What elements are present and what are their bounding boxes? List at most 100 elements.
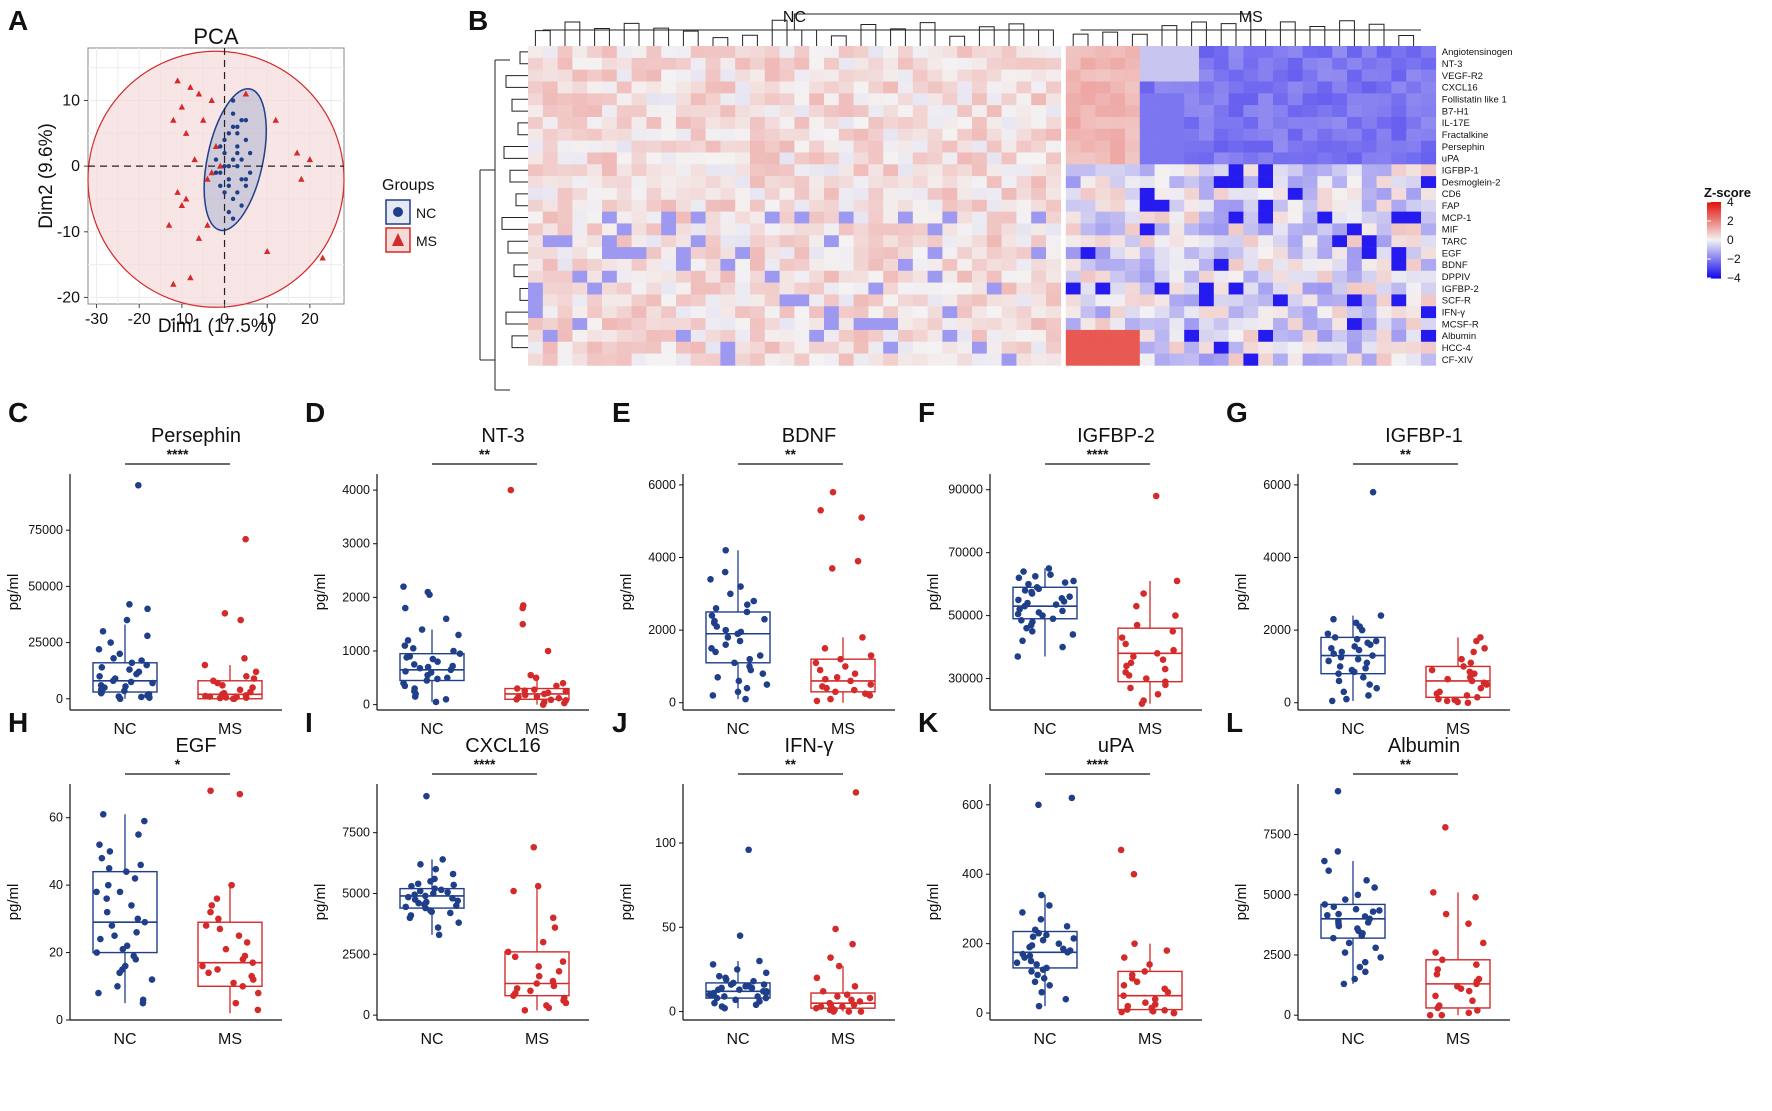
heatmap-cell [557, 93, 573, 106]
heatmap-cell [1001, 223, 1017, 236]
data-point [123, 868, 130, 875]
heatmap-cell [912, 329, 928, 343]
heatmap-cell [735, 329, 751, 343]
heatmap-cell [779, 235, 795, 248]
heatmap-cell [972, 152, 988, 165]
data-point [123, 616, 131, 624]
heatmap-cell [779, 176, 795, 189]
heatmap-cell [1125, 69, 1141, 82]
heatmap-cell [1273, 341, 1289, 354]
ms-box [810, 488, 876, 705]
data-point [428, 908, 436, 916]
data-point [1363, 659, 1371, 667]
heatmap-cell [1139, 176, 1155, 189]
heatmap-cell [1406, 223, 1422, 236]
heatmap-cell [1287, 270, 1303, 283]
x-tick-label: NC [113, 1031, 136, 1048]
data-point [858, 514, 865, 521]
y-tick-label: 2500 [1263, 948, 1291, 962]
data-point [1020, 568, 1027, 575]
heatmap-cell [1421, 223, 1437, 236]
heatmap-cell [602, 353, 618, 366]
data-point [1473, 961, 1480, 968]
significance-label: ** [785, 446, 796, 462]
heatmap-cell [1243, 46, 1259, 59]
heatmap-cell [838, 247, 854, 260]
zscore-legend-step [1707, 255, 1721, 258]
heatmap-cell [646, 258, 662, 272]
heatmap-cell [616, 199, 632, 212]
data-point [813, 697, 821, 705]
heatmap-cell [1184, 306, 1200, 319]
data-point [243, 939, 251, 946]
y-axis-label: pg/ml [618, 884, 635, 921]
heatmap-row [528, 247, 1437, 260]
heatmap-cell [1080, 258, 1096, 272]
heatmap-cell [676, 294, 692, 307]
heatmap-cell [927, 105, 943, 118]
heatmap-cell [779, 105, 795, 118]
heatmap-cell [809, 57, 825, 70]
heatmap-row-label: MIF [1442, 225, 1459, 236]
dendrogram-branch [511, 98, 528, 112]
heatmap-cell [1406, 69, 1422, 82]
heatmap-cell [1213, 152, 1229, 165]
heatmap-cell [572, 341, 588, 354]
heatmap-cell [690, 93, 706, 106]
heatmap-cell [927, 270, 943, 283]
data-point [411, 693, 419, 700]
data-point [1027, 957, 1035, 965]
data-point [1358, 932, 1366, 940]
heatmap-cell [646, 247, 662, 260]
heatmap-cell [957, 152, 973, 165]
heatmap-cell [1016, 306, 1032, 319]
heatmap-cell [957, 247, 973, 260]
data-point [241, 655, 248, 662]
heatmap-cell [1302, 176, 1318, 189]
data-point [1123, 1006, 1131, 1013]
heatmap-cell [883, 353, 899, 366]
heatmap-cell [1287, 353, 1303, 366]
heatmap-cell [898, 93, 914, 106]
heatmap-cell [750, 105, 766, 118]
nc-point [239, 203, 244, 208]
data-point [1330, 903, 1338, 911]
heatmap-cell [868, 140, 884, 153]
heatmap-cell [587, 318, 603, 331]
data-point [562, 999, 570, 1007]
heatmap-row [528, 329, 1437, 343]
heatmap-cell [1258, 329, 1274, 343]
heatmap-cell [1199, 140, 1215, 153]
heatmap-cell [838, 341, 854, 354]
heatmap-cell [1213, 164, 1229, 177]
data-point [435, 931, 443, 939]
heatmap-cell [720, 306, 736, 319]
heatmap-cell [927, 211, 943, 224]
heatmap-cell [542, 329, 558, 343]
data-point [1052, 601, 1060, 608]
heatmap-cell [720, 282, 736, 295]
heatmap-cell [1332, 329, 1348, 343]
heatmap-cell [1258, 353, 1274, 366]
data-point [867, 681, 875, 688]
heatmap-cell [1154, 282, 1170, 295]
heatmap-cell [1258, 270, 1274, 283]
data-point [727, 981, 735, 988]
data-point [138, 693, 145, 701]
heatmap-row [528, 294, 1437, 307]
heatmap-cell [528, 93, 544, 106]
heatmap-cell [1184, 294, 1200, 307]
heatmap-cell [794, 187, 810, 201]
heatmap-cell [853, 69, 869, 82]
heatmap-cell [779, 353, 795, 366]
data-point [1470, 648, 1477, 656]
heatmap-cell [838, 329, 854, 343]
dendrogram-branch [1250, 29, 1267, 46]
heatmap-cell [1125, 353, 1141, 366]
heatmap-cell [942, 199, 958, 212]
heatmap-cell [542, 258, 558, 272]
heatmap-cell [1065, 187, 1081, 201]
heatmap-cell [809, 46, 825, 59]
heatmap-cell [942, 294, 958, 307]
heatmap-row-label: DPPIV [1442, 272, 1471, 283]
